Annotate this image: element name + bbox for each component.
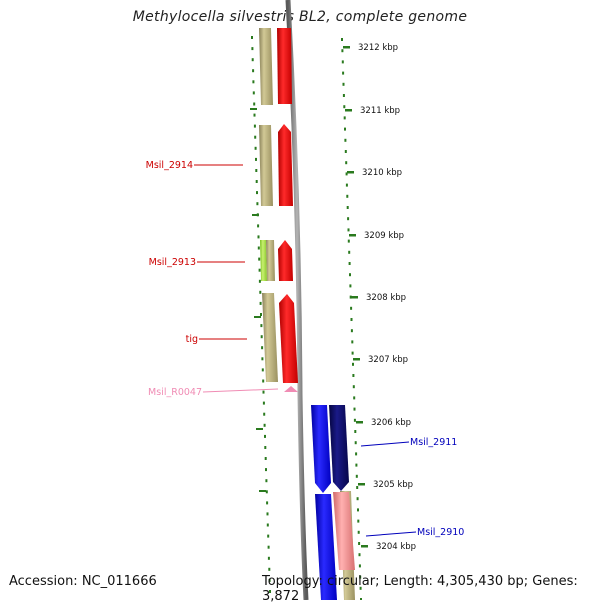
feature-label-text: Msil_2910: [417, 527, 464, 538]
feature-label[interactable]: Msil_2913: [149, 257, 245, 268]
scale-tick-label: 3208 kbp: [366, 293, 406, 303]
scale-tick-label: 3212 kbp: [358, 43, 398, 53]
forward-cds-ring: [277, 28, 298, 392]
feature-label-text: Msil_2911: [410, 437, 457, 448]
feature-label[interactable]: Msil_2914: [146, 160, 243, 171]
feature-label-text: Msil_R0047: [148, 387, 202, 398]
cog-block: [260, 240, 267, 281]
inner-tick: [254, 316, 261, 318]
leader-line: [202, 388, 279, 393]
genome-backbone: [285, 0, 309, 600]
reverse-cds-ring: [311, 405, 355, 600]
scale-tick: [347, 171, 354, 174]
scale-tick: [349, 234, 356, 237]
inner-dotted-ring: [251, 36, 271, 593]
inner-tick: [259, 490, 266, 492]
cds-arrow: [278, 124, 293, 206]
scale-tick: [343, 46, 350, 49]
scale-tick-label: 3207 kbp: [368, 355, 408, 365]
scale-tick-label: 3206 kbp: [371, 418, 411, 428]
leader-line: [360, 441, 410, 447]
scale-tick-label: 3211 kbp: [360, 106, 400, 116]
outer-dotted-ring: [341, 38, 362, 600]
feature-label-text: Msil_2914: [146, 160, 193, 171]
inner-tick: [252, 214, 259, 216]
cds-arrow: [315, 494, 337, 600]
scale-tick-label: 3205 kbp: [373, 480, 413, 490]
accession-text: Accession: NC_011666: [9, 574, 157, 589]
cds-arrow: [333, 492, 355, 570]
cog-block: [259, 125, 273, 206]
ring-guides: [250, 36, 362, 600]
rna-arrow: [284, 386, 298, 392]
scale-tick-label: 3204 kbp: [376, 542, 416, 552]
cog-block: [262, 293, 278, 382]
cds-arrow: [279, 294, 298, 383]
feature-label[interactable]: Msil_R0047: [148, 387, 279, 398]
leader-line: [365, 531, 417, 537]
scale-tick: [345, 109, 352, 112]
feature-label-text: tig: [186, 334, 198, 345]
scale-tick: [353, 358, 360, 361]
cog-block: [266, 240, 275, 281]
inner-tick: [256, 428, 263, 430]
scale-tick-label: 3210 kbp: [362, 168, 402, 178]
feature-label[interactable]: Msil_2910: [365, 527, 464, 538]
feature-label[interactable]: Msil_2911: [360, 437, 457, 448]
feature-label[interactable]: tig: [186, 334, 247, 345]
kbp-scale: 3212 kbp 3211 kbp 3210 kbp 3209 kbp 3208 kbp…: [343, 43, 416, 552]
map-title: Methylocella silvestris BL2, complete ge…: [132, 9, 468, 25]
cds-arrow: [329, 405, 349, 491]
cog-block: [259, 28, 273, 105]
cds-arrow: [278, 240, 293, 281]
cds-arrow: [277, 28, 292, 104]
inner-tick: [250, 108, 257, 110]
scale-tick: [351, 296, 358, 299]
scale-tick: [361, 545, 368, 548]
cds-arrow: [311, 405, 331, 493]
feature-label-text: Msil_2913: [149, 257, 196, 268]
scale-tick: [358, 483, 365, 486]
scale-tick-label: 3209 kbp: [364, 231, 404, 241]
scale-tick: [356, 421, 363, 424]
